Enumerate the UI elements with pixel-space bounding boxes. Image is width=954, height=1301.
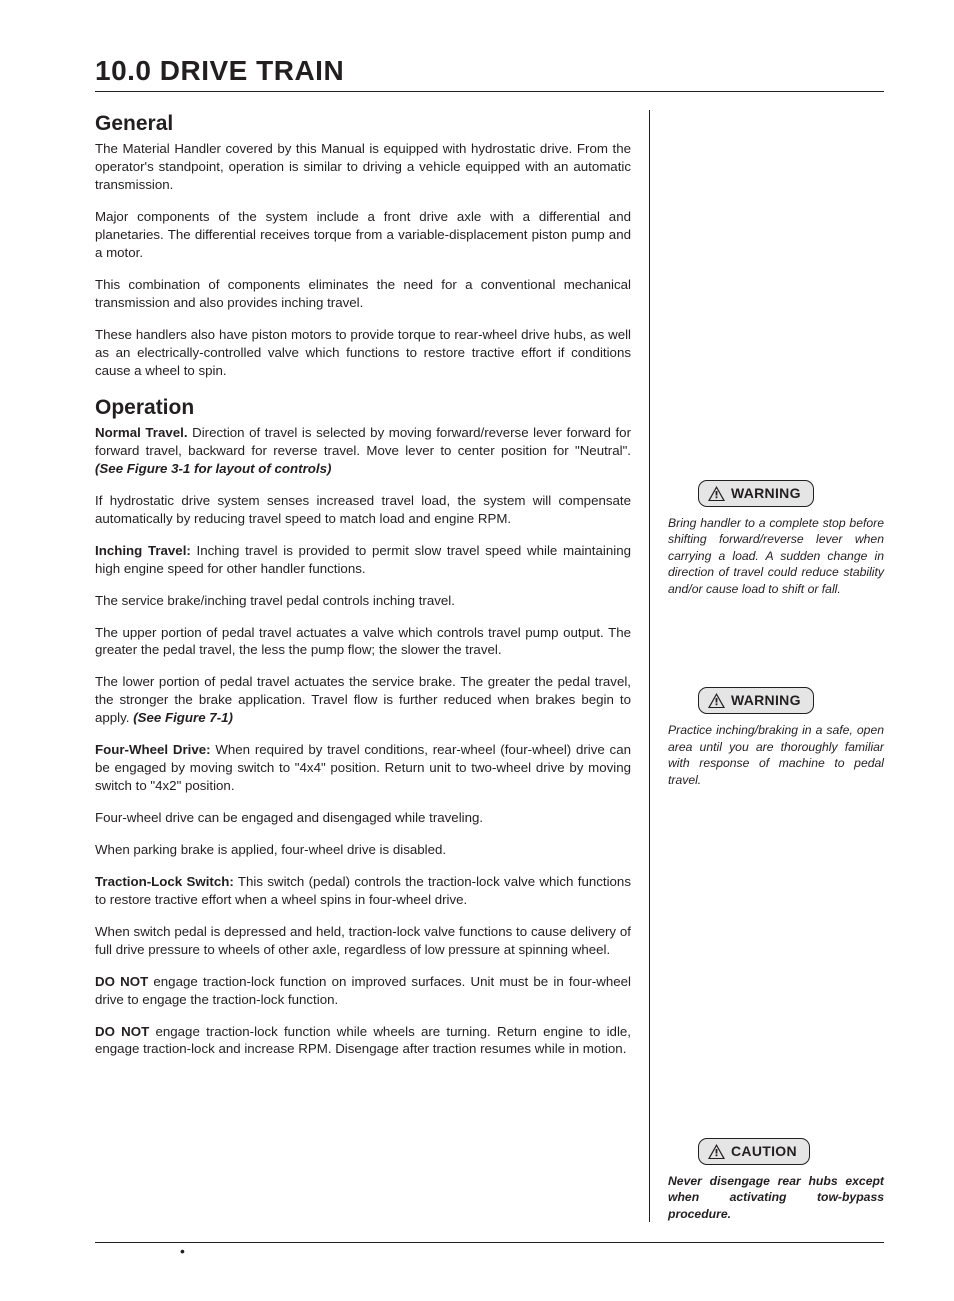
caution-block: CAUTION Never disengage rear hubs except… xyxy=(668,1138,884,1222)
warning-badge: WARNING xyxy=(698,687,814,714)
do-not-label: DO NOT xyxy=(95,1024,149,1039)
body-paragraph: Four-Wheel Drive: When required by trave… xyxy=(95,741,631,795)
warning-block: WARNING Bring handler to a complete stop… xyxy=(668,480,884,597)
body-paragraph: When parking brake is applied, four-whee… xyxy=(95,841,631,859)
warning-triangle-icon xyxy=(708,693,725,708)
body-paragraph: The service brake/inching travel pedal c… xyxy=(95,592,631,610)
warning-text: Practice inching/braking in a safe, open… xyxy=(668,722,884,788)
warning-text: Bring handler to a complete stop before … xyxy=(668,515,884,597)
body-paragraph: DO NOT engage traction-lock function whi… xyxy=(95,1023,631,1059)
body-paragraph: If hydrostatic drive system senses incre… xyxy=(95,492,631,528)
warning-label: WARNING xyxy=(731,691,801,710)
body-paragraph: DO NOT engage traction-lock function on … xyxy=(95,973,631,1009)
body-paragraph: When switch pedal is depressed and held,… xyxy=(95,923,631,959)
body-paragraph: Four-wheel drive can be engaged and dise… xyxy=(95,809,631,827)
body-paragraph: The lower portion of pedal travel actuat… xyxy=(95,673,631,727)
body-paragraph: Major components of the system include a… xyxy=(95,208,631,262)
body-text: engage traction-lock function while whee… xyxy=(95,1024,631,1057)
body-paragraph: Inching Travel: Inching travel is provid… xyxy=(95,542,631,578)
body-text: engage traction-lock function on improve… xyxy=(95,974,631,1007)
caution-badge: CAUTION xyxy=(698,1138,810,1165)
run-in-label: Normal Travel. xyxy=(95,425,188,440)
run-in-label: Inching Travel: xyxy=(95,543,191,558)
do-not-label: DO NOT xyxy=(95,974,148,989)
sidebar-column: WARNING Bring handler to a complete stop… xyxy=(668,110,884,1222)
footer-marker: • xyxy=(95,1243,884,1261)
body-paragraph: These handlers also have piston motors t… xyxy=(95,326,631,380)
body-paragraph: The Material Handler covered by this Man… xyxy=(95,140,631,194)
body-paragraph: This combination of components eliminate… xyxy=(95,276,631,312)
run-in-label: Four-Wheel Drive: xyxy=(95,742,211,757)
warning-label: WARNING xyxy=(731,484,801,503)
caution-label: CAUTION xyxy=(731,1142,797,1161)
body-paragraph: The upper portion of pedal travel actuat… xyxy=(95,624,631,660)
body-paragraph: Traction-Lock Switch: This switch (pedal… xyxy=(95,873,631,909)
cross-reference: (See Figure 3-1 for layout of controls) xyxy=(95,461,331,476)
body-paragraph: Normal Travel. Direction of travel is se… xyxy=(95,424,631,478)
caution-text: Never disengage rear hubs except when ac… xyxy=(668,1173,884,1222)
warning-badge: WARNING xyxy=(698,480,814,507)
cross-reference: (See Figure 7-1) xyxy=(133,710,233,725)
run-in-label: Traction-Lock Switch: xyxy=(95,874,234,889)
warning-triangle-icon xyxy=(708,486,725,501)
warning-block: WARNING Practice inching/braking in a sa… xyxy=(668,687,884,788)
section-heading-operation: Operation xyxy=(95,394,631,422)
page: 10.0 DRIVE TRAIN General The Material Ha… xyxy=(0,0,954,1301)
two-column-layout: General The Material Handler covered by … xyxy=(95,110,884,1222)
warning-triangle-icon xyxy=(708,1144,725,1159)
main-column: General The Material Handler covered by … xyxy=(95,110,650,1222)
section-heading-general: General xyxy=(95,110,631,138)
chapter-title: 10.0 DRIVE TRAIN xyxy=(95,55,884,92)
